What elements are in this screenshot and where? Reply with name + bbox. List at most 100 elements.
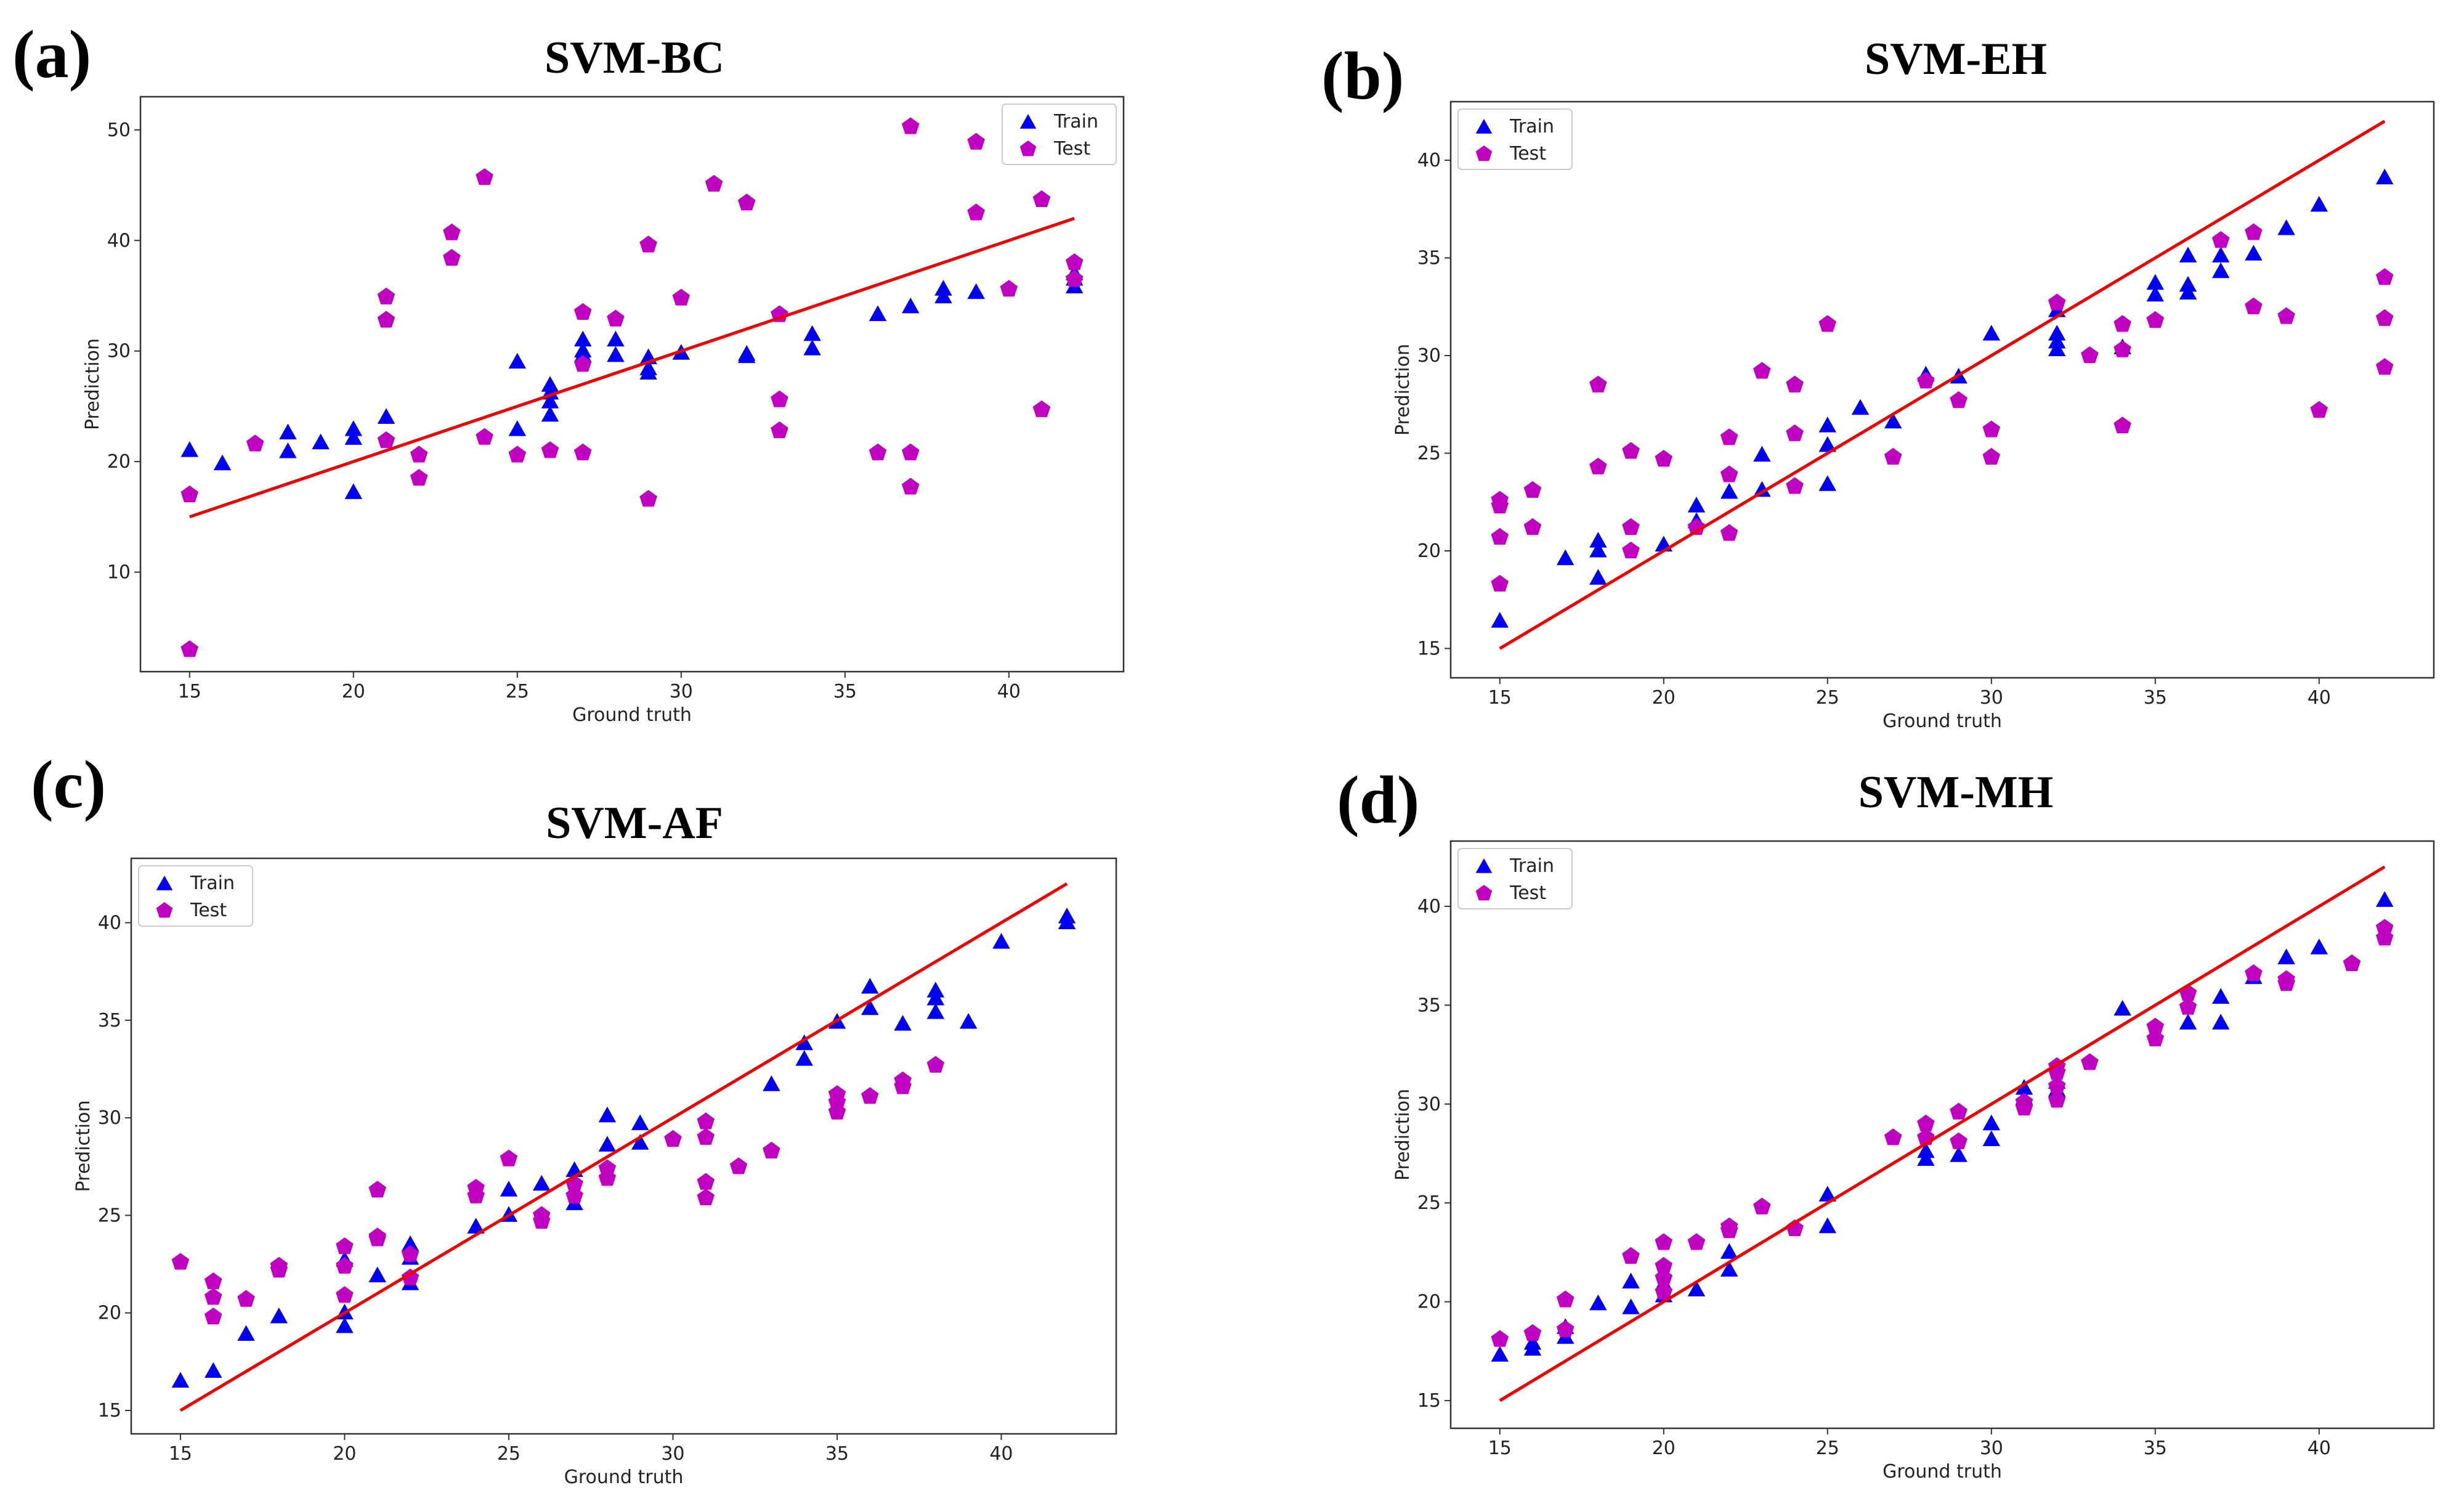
train-point [1818, 1186, 1837, 1202]
train-legend-marker [156, 876, 173, 890]
test-point [1687, 518, 1706, 535]
train-point [2211, 246, 2230, 262]
train-point [508, 352, 527, 369]
y-tick-label: 25 [1417, 1192, 1441, 1214]
test-point [336, 1237, 354, 1255]
legend-label: Train [1053, 111, 1098, 132]
y-tick-label: 15 [1417, 638, 1441, 659]
test-point [336, 1256, 354, 1274]
train-point [541, 393, 559, 409]
x-tick-label: 30 [661, 1443, 684, 1465]
fit-line [1499, 120, 2386, 650]
test-point [2211, 231, 2230, 248]
train-point [598, 1136, 617, 1152]
train-point [344, 483, 363, 499]
train-point [2211, 262, 2230, 279]
train-point [2015, 1079, 2033, 1095]
train-point [795, 1034, 813, 1051]
test-point [205, 1272, 222, 1290]
legend: Train Test [1457, 108, 1573, 170]
test-point [828, 1092, 846, 1110]
test-point [2375, 358, 2394, 375]
panel-label: (a) [12, 17, 91, 92]
train-point [2310, 938, 2328, 954]
test-point [205, 1308, 222, 1325]
test-point [967, 203, 985, 221]
x-axis-label: Ground truth [572, 704, 692, 726]
train-point [1720, 1261, 1738, 1277]
test-point [869, 443, 887, 460]
y-axis-label: Prediction [1392, 344, 1414, 436]
x-tick-label: 35 [825, 1443, 849, 1465]
y-tick-label: 40 [1417, 896, 1441, 917]
legend-label: Train [190, 873, 235, 894]
train-point [1818, 417, 1837, 433]
test-point [2375, 929, 2394, 946]
test-point [573, 443, 592, 460]
test-point [901, 443, 920, 460]
test-point [336, 1286, 354, 1303]
test-legend-marker [1475, 885, 1493, 901]
test-point [697, 1112, 715, 1129]
train-point [467, 1218, 485, 1234]
train-point [803, 340, 821, 356]
y-tick-label: 30 [1417, 345, 1441, 367]
test-point [697, 1128, 715, 1145]
test-point [967, 132, 985, 150]
train-point [1950, 1146, 1968, 1162]
train-point [926, 989, 945, 1006]
test-point [171, 1253, 190, 1270]
test-point [573, 355, 592, 372]
test-legend-marker [1019, 140, 1037, 157]
test-point [2245, 223, 2263, 240]
train-point [1589, 569, 1607, 585]
train-point [1491, 1346, 1509, 1362]
test-point [1753, 1197, 1771, 1214]
legend-label: Test [190, 900, 227, 921]
test-point [1065, 253, 1084, 271]
train-point [2375, 168, 2394, 185]
fit-line [1499, 865, 2386, 1402]
test-point [1786, 477, 1804, 494]
test-point [1917, 372, 1935, 389]
x-tick-label: 15 [178, 681, 201, 702]
chart-panel: (c) SVM-AF 15 20 25 30 35 40 15 20 25 30 35 40 Ground … [31, 747, 1117, 1488]
test-point [1655, 1256, 1673, 1274]
y-tick-label: 10 [107, 562, 131, 584]
x-tick-label: 25 [497, 1443, 521, 1465]
train-point [1818, 436, 1837, 452]
y-tick-label: 35 [1417, 995, 1441, 1016]
test-point [368, 1229, 386, 1247]
x-tick-label: 35 [2144, 687, 2167, 709]
y-tick-label: 30 [107, 341, 131, 362]
train-point [533, 1174, 551, 1191]
train-point [213, 454, 232, 471]
y-tick-label: 15 [98, 1400, 121, 1422]
test-point [1523, 481, 1542, 498]
test-point [1818, 315, 1837, 332]
test-point [1065, 270, 1084, 287]
fit-line [179, 882, 1068, 1412]
plot-area [139, 96, 1125, 673]
test-point [1982, 420, 2001, 437]
chart-panel: (b) SVM-EH 15 20 25 30 35 40 15 20 25 30 35 40 Ground … [1321, 34, 2435, 732]
train-point [2146, 285, 2165, 302]
y-tick-label: 30 [1417, 1094, 1441, 1115]
y-tick-label: 40 [107, 230, 131, 251]
test-point [205, 1288, 222, 1305]
train-point [508, 420, 527, 436]
test-point [1491, 1330, 1509, 1347]
y-tick-label: 40 [98, 912, 121, 934]
test-point [2245, 964, 2263, 982]
test-point [1950, 1132, 1968, 1149]
test-point [2179, 998, 2197, 1015]
y-tick-label: 30 [98, 1107, 121, 1129]
test-point [476, 168, 493, 185]
x-tick-label: 25 [1816, 1438, 1839, 1459]
test-point [246, 434, 264, 452]
train-point [205, 1362, 222, 1378]
test-point [377, 287, 395, 304]
train-point [861, 977, 879, 994]
train-point [1884, 412, 1902, 429]
train-point [2277, 948, 2295, 964]
